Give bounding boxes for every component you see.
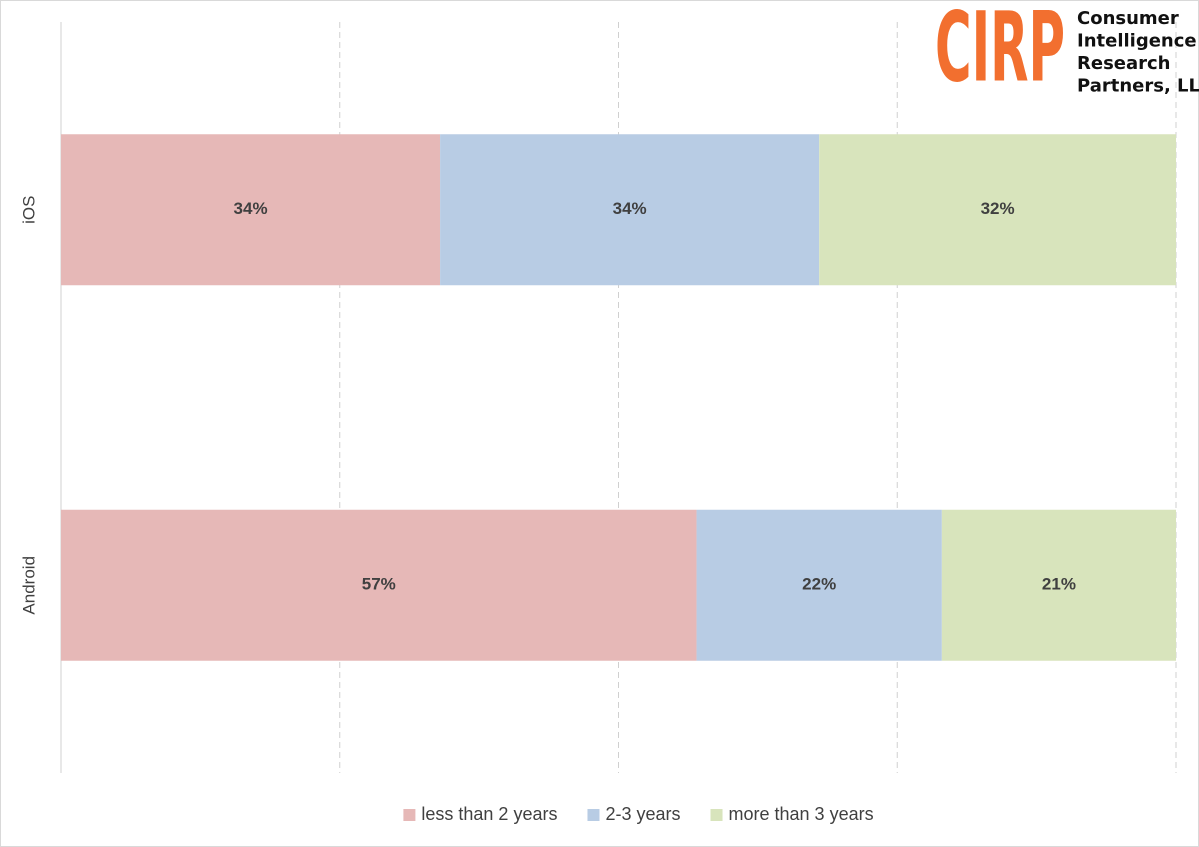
legend-swatch [710, 809, 723, 821]
bar-segment [941, 509, 1176, 661]
y-tick-label: Android [19, 556, 38, 615]
bar-segment [61, 134, 441, 286]
logo-line: Research [1077, 53, 1171, 74]
logo-line: Consumer [1077, 8, 1179, 29]
legend-label: 2-3 years [605, 804, 680, 824]
bar-segment [696, 509, 942, 661]
data-label: 21% [1042, 575, 1076, 594]
bar-segment [440, 134, 820, 286]
logo-line: Partners, LLC [1077, 76, 1199, 97]
legend-label: more than 3 years [729, 804, 874, 824]
data-label: 34% [234, 199, 268, 218]
logo-line: Intelligence [1077, 31, 1197, 52]
y-tick-label: iOS [19, 196, 38, 224]
logo-mark: CIRP [935, 0, 1065, 103]
bar-segment [819, 134, 1176, 286]
data-label: 57% [362, 575, 396, 594]
data-label: 22% [802, 575, 836, 594]
data-label: 34% [613, 199, 647, 218]
legend-swatch [403, 809, 416, 821]
legend-swatch [587, 809, 600, 821]
data-label: 32% [981, 199, 1015, 218]
bar-segment [61, 509, 697, 661]
legend-label: less than 2 years [421, 804, 557, 824]
